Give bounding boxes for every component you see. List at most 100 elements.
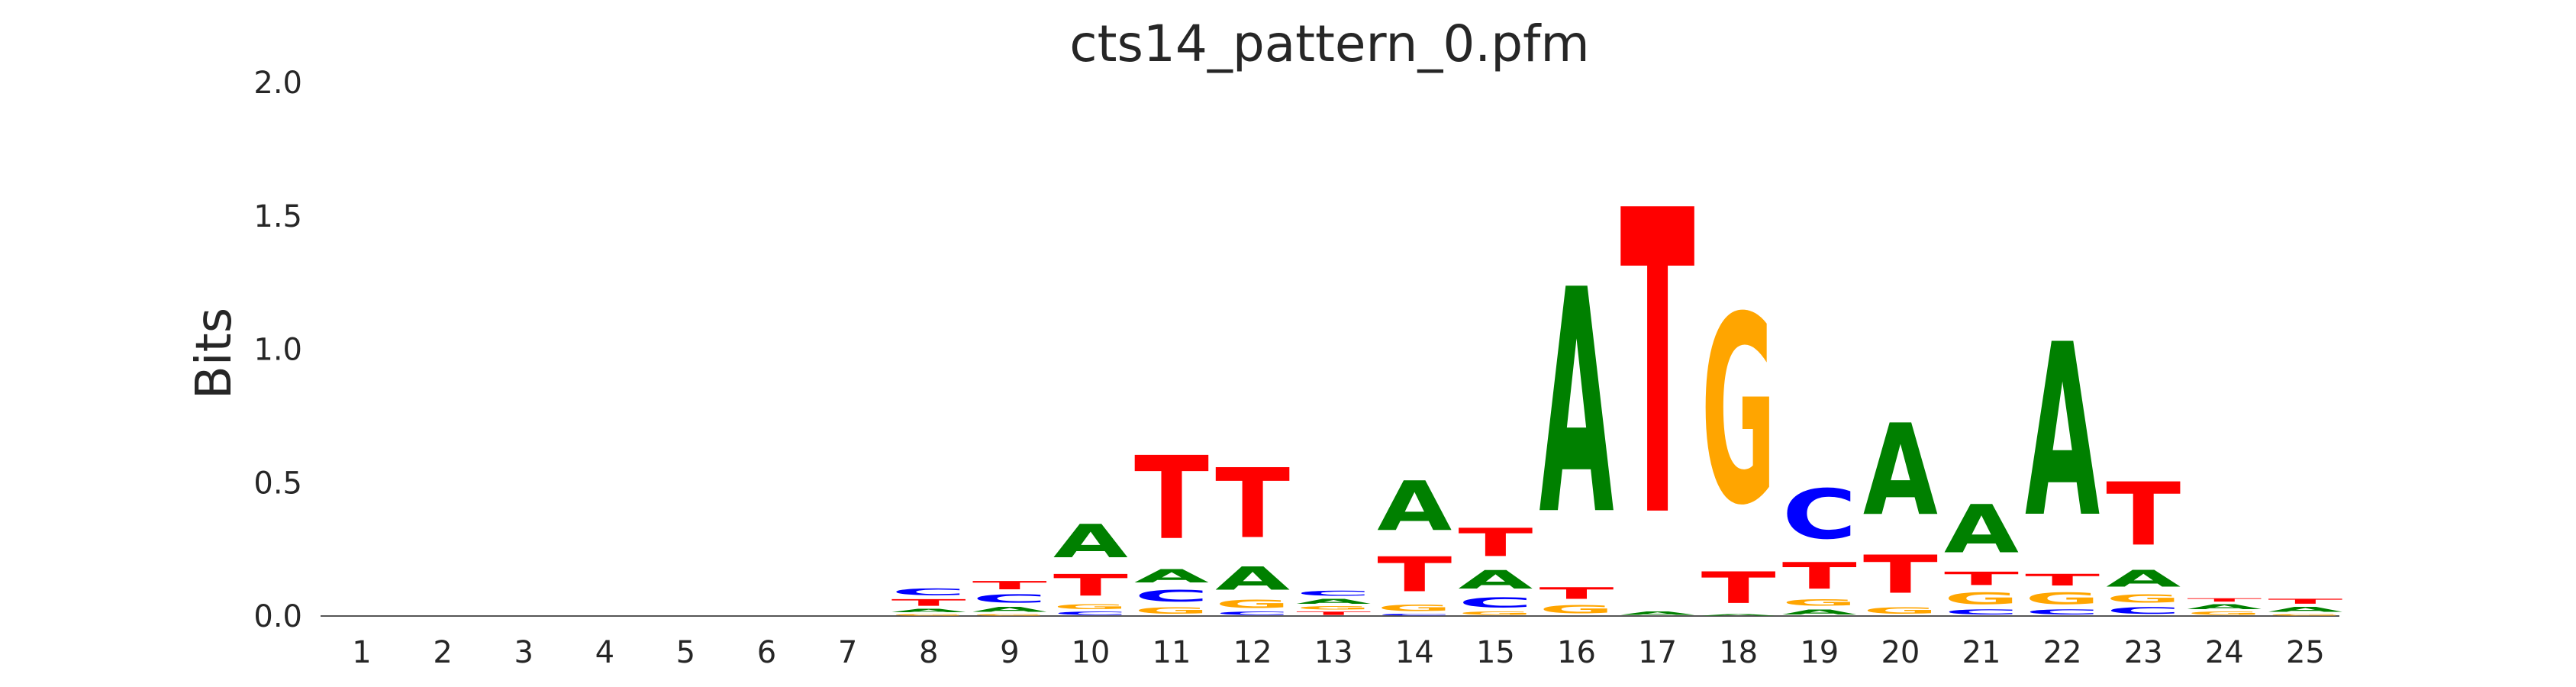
logo-letter-t: T — [1053, 568, 1128, 602]
logo-letter-t: T — [891, 598, 966, 608]
logo-letter-c: C — [2025, 608, 2100, 616]
logo-letter-a: A — [2268, 605, 2343, 613]
logo-letter-g: G — [1863, 605, 1938, 616]
x-tick-label: 6 — [757, 635, 776, 670]
y-tick-label: 1.0 — [253, 333, 302, 368]
x-tick-label: 1 — [352, 635, 371, 670]
logo-letter-g: G — [1134, 605, 1209, 616]
logo-letter-t: T — [2025, 571, 2100, 589]
logo-letter-a: A — [1377, 466, 1452, 547]
logo-letter-t: T — [1458, 521, 1533, 566]
x-tick-label: 19 — [1800, 635, 1839, 670]
logo-letter-g: G — [891, 614, 966, 616]
x-tick-label: 21 — [1962, 635, 2001, 670]
logo-letter-c: C — [2106, 605, 2181, 616]
logo-letter-t: T — [1377, 547, 1452, 603]
logo-letter-c: C — [891, 587, 966, 598]
x-tick-label: 16 — [1557, 635, 1596, 670]
logo-letter-g: G — [1944, 589, 2019, 608]
x-tick-label: 2 — [433, 635, 452, 670]
logo-letter-a: A — [1944, 491, 2019, 568]
logo-letter-c: C — [1377, 614, 1452, 616]
x-tick-label: 25 — [2286, 635, 2325, 670]
logo-letter-a: A — [2106, 566, 2181, 592]
x-tick-label: 9 — [1000, 635, 1019, 670]
logo-letter-c: C — [1296, 589, 1371, 597]
logo-letter-g: G — [972, 614, 1047, 616]
logo-letter-c: C — [1053, 611, 1128, 616]
logo-letter-a: A — [1296, 598, 1372, 605]
logo-letter-c: C — [1944, 608, 2019, 616]
logo-letter-c: C — [1215, 611, 1290, 616]
logo-letter-t: T — [2268, 598, 2342, 605]
logo-letter-g: G — [2268, 614, 2342, 616]
logo-letter-a: A — [1458, 566, 1533, 595]
logo-letter-g: G — [2106, 592, 2181, 605]
logo-letter-a: A — [1620, 611, 1695, 616]
x-tick-label: 15 — [1476, 635, 1515, 670]
x-tick-label: 14 — [1395, 635, 1434, 670]
logo-stacks: GATCGACTCGTAGCATCGATTGACCGTAGCATGTAATATG… — [891, 124, 2343, 616]
x-tick-label: 8 — [919, 635, 938, 670]
y-tick-label: 0.5 — [253, 466, 302, 501]
logo-letter-t: T — [1134, 432, 1209, 565]
logo-letter-t: T — [1863, 543, 1938, 605]
y-tick-label: 0.0 — [253, 599, 302, 634]
logo-letter-a: A — [1701, 614, 1776, 616]
logo-letter-g: G — [2187, 611, 2262, 616]
x-tick-label: 3 — [514, 635, 533, 670]
y-tick-label: 2.0 — [253, 66, 302, 101]
logo-letter-a: A — [891, 608, 966, 614]
logo-letter-c: C — [972, 592, 1047, 605]
x-tick-label: 10 — [1071, 635, 1110, 670]
x-tick-label: 11 — [1153, 635, 1191, 670]
logo-letter-a: A — [972, 605, 1048, 613]
y-tick-label: 1.5 — [253, 199, 302, 234]
y-axis-ticks: 0.0 0.5 1.0 1.5 2.0 — [253, 66, 302, 634]
logo-letter-t: T — [1620, 124, 1696, 610]
logo-letter-g: G — [1539, 603, 1614, 616]
x-axis-ticks: 1 2 3 4 5 6 7 8 9 10 11 12 13 14 15 16 17 18 19 20 21 22 23 24 2… — [352, 635, 2325, 670]
x-tick-label: 5 — [676, 635, 695, 670]
x-tick-label: 17 — [1638, 635, 1677, 670]
logo-letter-t: T — [2187, 598, 2262, 603]
logo-letter-g: G — [1053, 602, 1128, 610]
logo-letter-t: T — [1701, 563, 1776, 613]
chart-title: cts14_pattern_0.pfm — [1069, 15, 1589, 73]
logo-letter-t: T — [1215, 448, 1290, 560]
logo-letter-t: T — [1539, 584, 1614, 602]
logo-letter-a: A — [2025, 294, 2100, 569]
x-tick-label: 24 — [2205, 635, 2244, 670]
logo-letter-t: T — [1296, 611, 1371, 616]
y-axis-label: Bits — [186, 308, 243, 399]
logo-letter-a: A — [1782, 608, 1858, 616]
x-tick-label: 12 — [1233, 635, 1272, 670]
logo-letter-a: A — [1134, 566, 1210, 587]
x-tick-label: 20 — [1881, 635, 1920, 670]
x-tick-label: 4 — [595, 635, 614, 670]
x-tick-label: 13 — [1314, 635, 1353, 670]
logo-letter-c: C — [1782, 475, 1857, 555]
logo-letter-t: T — [2106, 464, 2181, 565]
logo-letter-a: A — [1053, 515, 1128, 568]
logo-letter-g: G — [1377, 603, 1452, 614]
x-tick-label: 7 — [838, 635, 857, 670]
logo-letter-g: G — [1701, 262, 1776, 562]
logo-letter-t: T — [1782, 555, 1857, 597]
logo-letter-t: T — [1944, 568, 2019, 589]
logo-letter-a: A — [1863, 398, 1938, 544]
logo-letter-g: G — [1782, 598, 1857, 608]
logo-letter-c: C — [1458, 595, 1533, 611]
x-tick-label: 18 — [1719, 635, 1758, 670]
x-tick-label: 22 — [2043, 635, 2082, 670]
logo-letter-g: G — [2025, 589, 2100, 608]
logo-letter-a: A — [1539, 226, 1615, 583]
logo-letter-g: G — [1215, 598, 1290, 611]
logo-letter-g: G — [1458, 611, 1533, 616]
x-tick-label: 23 — [2124, 635, 2163, 670]
logo-letter-g: G — [1296, 605, 1371, 611]
logo-letter-t: T — [972, 579, 1047, 592]
logo-letter-a: A — [2187, 603, 2262, 611]
logo-letter-a: A — [1215, 560, 1290, 598]
